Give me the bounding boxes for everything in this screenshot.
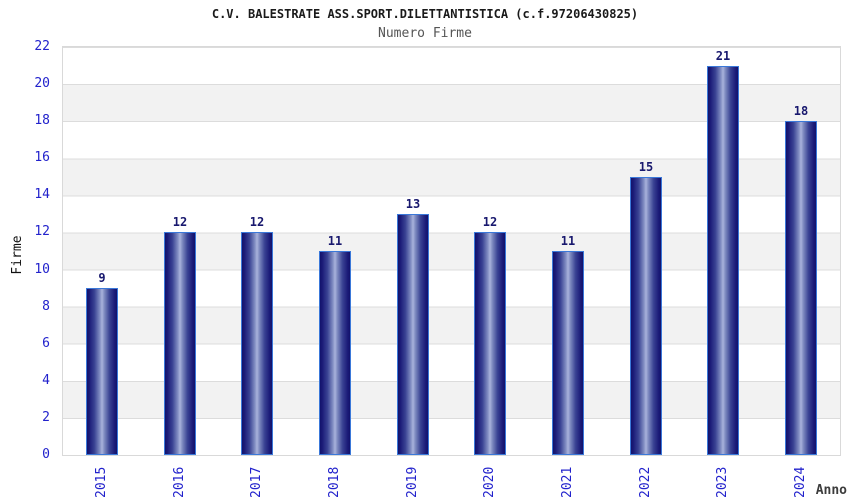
y-tick-label: 10 [34,262,50,277]
bar-2017 [241,232,273,455]
x-tick-label: 2016 [172,466,187,498]
bar-2019 [397,214,429,455]
x-tick-label: 2024 [793,466,808,498]
bar-2023 [707,66,739,455]
bar-value-label: 11 [327,234,343,248]
bar-2024 [785,121,817,455]
x-tick-label: 2021 [560,466,575,498]
plot-area: 9 12 12 11 13 12 11 15 21 18 [62,46,841,456]
bar-2021 [552,251,584,455]
y-tick-label: 18 [34,113,50,128]
x-tick-label: 2020 [482,466,497,498]
x-tick-label: 2018 [327,466,342,498]
bar-value-label: 21 [715,49,731,63]
y-tick-label: 4 [42,373,50,388]
bar-value-label: 13 [405,197,421,211]
y-tick-label: 8 [42,299,50,314]
bar-2018 [319,251,351,455]
bar-2020 [474,232,506,455]
x-tick-label: 2022 [638,466,653,498]
bar-value-label: 15 [638,160,654,174]
chart-title: C.V. BALESTRATE ASS.SPORT.DILETTANTISTIC… [211,7,639,21]
bar-value-label: 11 [560,234,576,248]
y-tick-label: 2 [42,410,50,425]
bar-value-label: 12 [482,215,498,229]
x-axis-title: Anno [815,483,847,498]
x-tick-label: 2023 [715,466,730,498]
y-tick-label: 14 [34,187,50,202]
x-tick-label: 2017 [249,466,264,498]
x-tick-label: 2015 [94,466,109,498]
y-tick-label: 6 [42,336,50,351]
bar-value-label: 18 [793,104,809,118]
y-tick-label: 12 [34,224,50,239]
bar-value-label: 12 [249,215,265,229]
bar-2016 [164,232,196,455]
y-tick-label: 22 [34,39,50,54]
y-tick-label: 16 [34,150,50,165]
y-tick-label: 0 [42,447,50,462]
chart-subtitle: Numero Firme [378,26,472,41]
bar-value-label: 9 [98,271,106,285]
y-tick-label: 20 [34,76,50,91]
bar-2015 [86,288,118,455]
bar-2022 [630,177,662,455]
bar-value-label: 12 [172,215,188,229]
x-tick-label: 2019 [405,466,420,498]
